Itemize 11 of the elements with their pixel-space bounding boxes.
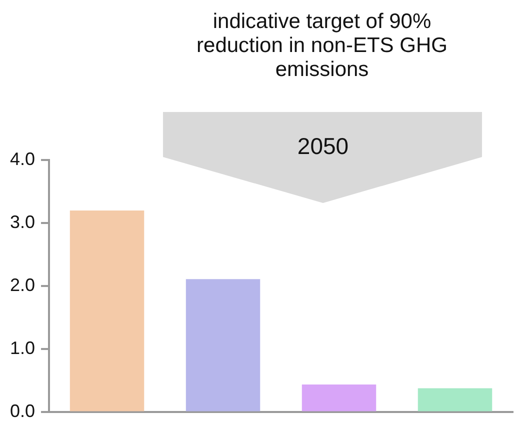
- bar: [70, 210, 144, 412]
- y-tick-label: 2.0: [10, 275, 36, 296]
- y-tick-label: 1.0: [10, 338, 36, 358]
- y-tick-label: 4.0: [10, 148, 36, 169]
- bar: [186, 279, 260, 412]
- text: 2050: [296, 133, 350, 160]
- bar: [302, 384, 376, 412]
- y-tick-label: 0.0: [10, 401, 36, 422]
- y-tick-label: 3.0: [10, 212, 36, 232]
- chart-title: indicative target of 90% reduction in non-ETS GHG emissions: [196, 10, 448, 82]
- bar: [418, 388, 492, 412]
